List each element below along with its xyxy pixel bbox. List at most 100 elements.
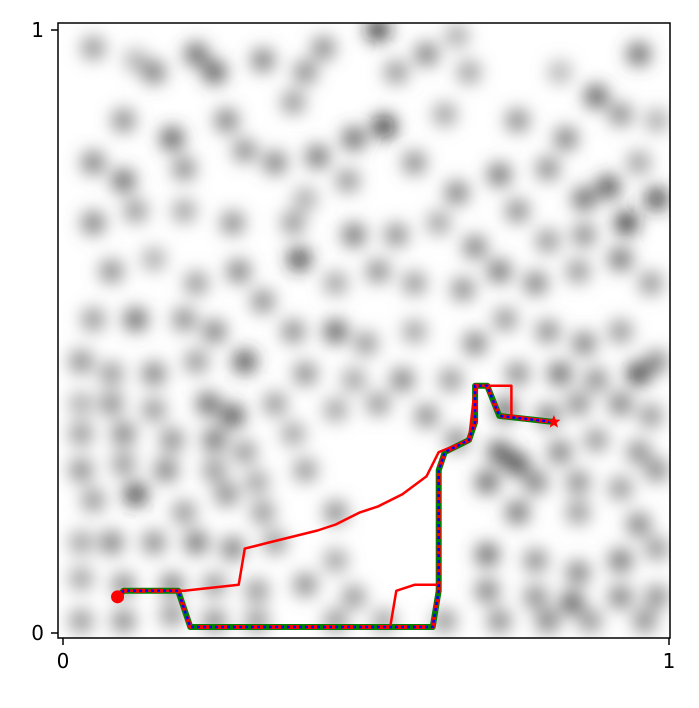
heatmap-cell <box>282 320 305 343</box>
heatmap-cell <box>645 459 668 482</box>
heatmap-cell <box>282 423 305 446</box>
heatmap-cell <box>294 573 317 596</box>
heatmap-cell <box>215 483 238 506</box>
heatmap-cell <box>336 169 359 192</box>
heatmap-cell <box>427 211 450 234</box>
heatmap-cell <box>536 230 559 253</box>
heatmap-cell <box>536 609 559 632</box>
heatmap-cell <box>288 248 311 271</box>
heatmap-cell <box>142 248 165 271</box>
heatmap-cell <box>100 531 123 554</box>
heatmap-cell <box>294 187 317 210</box>
axis-ticks: 0 1 0 1 <box>31 18 675 673</box>
heatmap-cell <box>70 531 93 554</box>
heatmap-cell <box>524 585 547 608</box>
heatmap-cell <box>403 151 426 174</box>
heatmap-cell <box>573 224 596 247</box>
heatmap-cell <box>488 441 511 464</box>
heatmap-cell <box>609 392 632 415</box>
heatmap-cell <box>488 260 511 283</box>
heatmap-cell <box>185 350 208 373</box>
heatmap-cell <box>324 272 347 295</box>
heatmap-cell <box>185 531 208 554</box>
heatmap-cell <box>324 501 347 524</box>
heatmap-cell <box>112 109 135 132</box>
heatmap-cell <box>367 23 390 41</box>
heatmap-cell <box>488 609 511 632</box>
heatmap-cell <box>70 423 93 446</box>
heatmap-cell <box>645 187 668 210</box>
heatmap-cell <box>415 404 438 427</box>
heatmap-cell <box>251 49 274 72</box>
heatmap-cell <box>391 368 414 391</box>
heatmap-cell <box>233 139 256 162</box>
heatmap-cell <box>506 501 529 524</box>
heatmap-cell <box>124 483 147 506</box>
heatmap-cell <box>476 543 499 566</box>
heatmap-cell <box>627 513 650 536</box>
start-marker <box>111 590 125 604</box>
heatmap-cell <box>70 350 93 373</box>
heatmap-cell <box>615 211 638 234</box>
heatmap-cell <box>264 151 287 174</box>
heatmap-cell <box>585 429 608 452</box>
heatmap-cell <box>197 392 220 415</box>
heatmap-cell <box>294 362 317 385</box>
heatmap-cell <box>506 362 529 385</box>
heatmap-cell <box>639 272 662 295</box>
heatmap-cell <box>142 362 165 385</box>
heatmap-cell <box>112 423 135 446</box>
heatmap-cell <box>445 181 468 204</box>
heatmap-cell <box>82 211 105 234</box>
heatmap-cell <box>367 260 390 283</box>
heatmap-cell <box>645 537 668 560</box>
heatmap-cell <box>185 272 208 295</box>
heatmap-cell <box>645 109 668 132</box>
heatmap-cell <box>554 127 577 150</box>
path-series <box>116 384 555 629</box>
heatmap-cell <box>524 471 547 494</box>
heatmap-cell <box>585 368 608 391</box>
heatmap-cell <box>439 368 462 391</box>
heatmap-cell <box>609 585 632 608</box>
heatmap-cell <box>203 429 226 452</box>
heatmap-cell <box>433 609 456 632</box>
heatmap-cell <box>403 320 426 343</box>
heatmap-cell <box>173 199 196 222</box>
heatmap-cell <box>597 175 620 198</box>
heatmap-cell <box>609 320 632 343</box>
heatmap-cell <box>585 85 608 108</box>
heatmap-cell <box>476 471 499 494</box>
heatmap-cell <box>142 398 165 421</box>
heatmap-cell <box>567 471 590 494</box>
heatmap-cell <box>112 169 135 192</box>
heatmap-cell <box>567 501 590 524</box>
heatmap-cell <box>548 441 571 464</box>
heatmap-cell <box>82 489 105 512</box>
heatmap-cell <box>155 459 178 482</box>
heatmap-cell <box>173 308 196 331</box>
heatmap-cell <box>609 477 632 500</box>
heatmap-cell <box>173 501 196 524</box>
heatmap-cell <box>161 429 184 452</box>
heatmap-cell <box>70 609 93 632</box>
heatmap-cell <box>609 103 632 126</box>
heatmap <box>70 23 668 632</box>
heatmap-cell <box>579 609 602 632</box>
heatmap-cell <box>445 25 468 48</box>
heatmap-cell <box>82 37 105 60</box>
y-tick-label: 1 <box>31 18 44 42</box>
heatmap-cell <box>355 332 377 355</box>
heatmap-cell <box>70 392 93 415</box>
heatmap-cell <box>639 404 662 427</box>
path-lines <box>115 382 555 630</box>
heatmap-cell <box>367 392 390 415</box>
heatmap-cell <box>627 43 650 66</box>
heatmap-cell <box>124 49 147 72</box>
heatmap-cell <box>203 61 226 84</box>
heatmap-cell <box>100 392 123 415</box>
heatmap-cell <box>82 151 105 174</box>
heatmap-cell <box>633 609 656 632</box>
heatmap-cell <box>342 585 365 608</box>
